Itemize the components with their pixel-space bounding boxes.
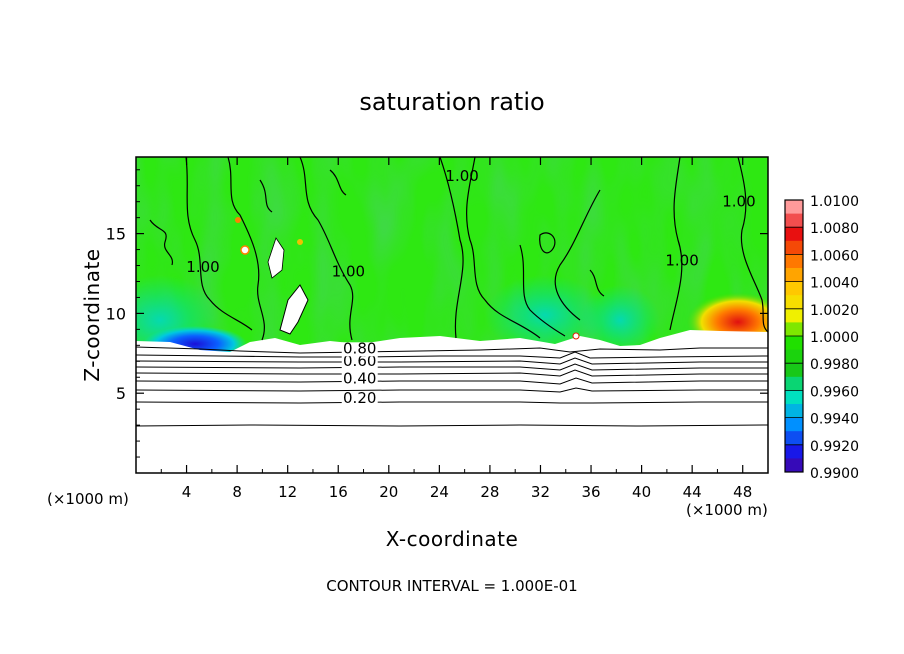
contour-lowest [136,424,768,427]
x-tick-label: 44 [683,483,702,501]
lower-contours [136,346,768,427]
colorbar-label: 1.0000 [810,330,859,346]
contour-0.60 [136,363,768,371]
x-tick-label: 16 [329,483,348,501]
contour-labels: 0.200.400.600.80 1.00 1.00 1.00 1.00 1.00 [186,167,755,407]
colorbar-label: 1.0100 [810,194,859,210]
contour-label: 0.80 [343,339,376,357]
contour-label: 1.00 [186,258,219,276]
colorbar-label: 1.0040 [810,276,859,292]
contour-label: 1.00 [332,263,365,281]
x-axis-label: X-coordinate [385,527,519,551]
contour-0.80 [136,351,768,359]
field-texture [136,157,768,357]
plot-frame [135,156,769,474]
colorbar-segment-blend [785,431,803,445]
x-tick-label: 12 [278,483,297,501]
heatmap-field [136,157,768,473]
contour-label: 0.20 [343,389,376,407]
contour-11 [329,169,347,196]
y-tick-label: 10 [106,304,126,323]
colorbar-label: 1.0060 [810,248,859,264]
contour-label-bg [341,355,378,370]
contour-4 [439,157,464,339]
contour-0.30 [136,387,768,393]
y-tick-label: 15 [106,225,126,244]
colorbar-segment-blend [785,240,803,255]
cloud-patch-6 [572,332,580,340]
contour-2 [227,157,265,341]
x-tick-label: 36 [581,483,600,501]
contour-label: 1.00 [722,192,755,210]
colorbar-segment-blend [785,404,803,418]
contour-label-bg [341,372,378,387]
x-tick-label: 24 [430,483,449,501]
colorbar-label: 1.0020 [810,303,859,319]
contour-label-bg [341,391,378,406]
cloud-patch-2 [267,237,285,279]
x-tick-label: 8 [232,483,242,501]
contour-10 [149,219,174,266]
colorbar-segment-blend [785,295,803,309]
x-tick-label: 40 [632,483,651,501]
cyan-region-right [580,285,660,355]
contour-6 [519,244,566,337]
colorbar-segment-blend [785,458,803,472]
contour-9 [737,157,768,333]
x-tick-label: 28 [480,483,499,501]
contour-interval-note: CONTOUR INTERVAL = 1.000E-01 [326,577,578,595]
x-tick-label: 20 [379,483,398,501]
colorbar-label: 0.9900 [810,466,859,482]
colorbar: 1.0100 1.0080 1.0060 1.0040 1.0020 1.0000 0.99… [784,194,859,482]
white-lower-region [136,330,768,473]
contour-12 [259,179,273,213]
contour-13 [539,232,556,254]
contour-1 [185,157,253,331]
chart-title: saturation ratio [359,88,545,116]
cloud-patch-3 [240,245,250,255]
contour-14 [589,269,605,297]
contour-label: 0.40 [343,370,376,388]
contour-0.70 [136,357,768,365]
cloud-patch-4 [235,217,241,223]
x-tick-label: 4 [182,483,192,501]
colorbar-segment-blend [785,213,803,228]
colorbar-label: 0.9940 [810,412,859,428]
contour-label: 1.00 [665,252,698,270]
contour-5 [466,157,541,339]
x-unit-label-left: (×1000 m) [47,490,129,508]
colorbar-label: 0.9960 [810,384,859,400]
contour-label: 0.60 [343,352,376,370]
y-axis-label: Z-coordinate [80,248,104,382]
colorbar-label: 1.0080 [810,221,859,237]
contour-0.50 [136,369,768,377]
contour-0.90 [136,346,768,354]
contour-label: 1.00 [445,167,478,185]
contour-0.40 [136,377,768,385]
colorbar-segment-blend [785,349,803,364]
colorbar-segment-blend [785,376,803,391]
contour-7 [554,189,601,321]
x-tick-label: 32 [531,483,550,501]
colorbar-label: 0.9920 [810,439,859,455]
x-unit-label-right: (×1000 m) [686,501,768,519]
colorbar-label: 0.9980 [810,357,859,373]
colorbar-segment-blend [785,322,803,336]
y-tick-label: 5 [116,384,126,403]
x-tick-label: 48 [733,483,752,501]
cloud-patch-1 [279,284,309,335]
colorbar-segment-blend [785,268,803,282]
y-axis-ticks: 5 10 15 [106,169,768,458]
contour-0.20 [136,401,768,404]
contour-label-bg [341,342,378,357]
contour-8 [669,157,683,331]
x-axis-ticks: 4 8 12 16 20 24 28 32 36 40 44 48 [160,157,752,501]
unity-contours [149,157,768,341]
cloud-patch-5 [297,239,303,245]
contour-3 [299,157,354,341]
